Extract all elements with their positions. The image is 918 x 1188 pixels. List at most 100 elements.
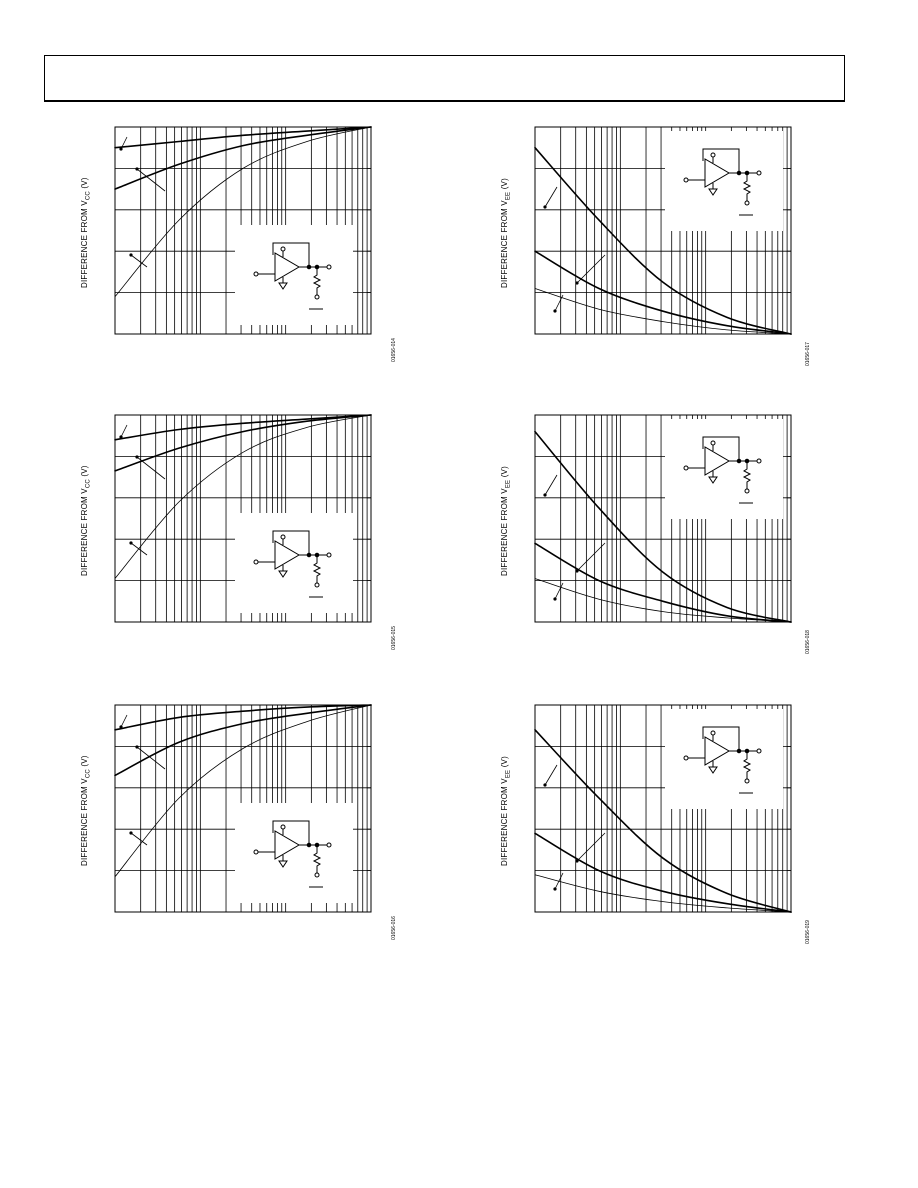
chart-svg: [114, 704, 372, 913]
series-line-2: [114, 414, 372, 472]
ground-symbol: [278, 277, 288, 290]
pointer-arrow: [576, 254, 606, 284]
series-line-2: [114, 704, 372, 777]
load-terminal: [744, 778, 750, 784]
pointer-arrow-head: [119, 725, 123, 729]
input-terminal: [253, 849, 259, 855]
pointer-arrow-head: [553, 309, 557, 313]
pointer-arrow: [130, 542, 148, 556]
load-resistor: [312, 845, 322, 873]
series-line-3: [114, 704, 372, 878]
output-terminal: [326, 552, 332, 558]
load-terminal: [314, 582, 320, 588]
pointer-arrow: [136, 456, 166, 480]
pointer-arrow-head: [129, 831, 133, 835]
output-terminal: [756, 458, 762, 464]
input-terminal: [253, 559, 259, 565]
load-resistor: [312, 555, 322, 583]
op-amp-circuit-icon: [253, 242, 332, 310]
series-line-2: [534, 832, 792, 913]
supply-terminal: [710, 152, 716, 158]
junction-dot: [736, 170, 742, 176]
chart-svg: [534, 414, 792, 623]
junction-dot: [306, 552, 312, 558]
inset-area: [235, 225, 353, 325]
inset-area: [235, 513, 353, 613]
load-terminal: [314, 294, 320, 300]
pointer-arrow-head: [553, 597, 557, 601]
pointer-arrow-head: [119, 147, 123, 151]
pointer-arrow: [120, 714, 128, 728]
output-terminal: [756, 748, 762, 754]
pointer-arrow-head: [553, 887, 557, 891]
output-terminal: [326, 264, 332, 270]
op-amp-circuit-icon: [253, 820, 332, 888]
plot-frame: [114, 704, 372, 913]
supply-terminal: [280, 824, 286, 830]
series-line-3: [114, 414, 372, 579]
pointer-arrow-head: [575, 859, 579, 863]
inset-area: [665, 419, 783, 519]
plot-frame: [114, 414, 372, 623]
chart-panel-vcc-1: DIFFERENCE FROM VCC (V) 01656-014: [60, 110, 397, 410]
series-line-1: [534, 430, 792, 623]
pointer-arrow: [130, 832, 148, 846]
load-resistor: [742, 173, 752, 201]
op-amp-symbol: [704, 158, 730, 188]
pointer-arrow: [130, 254, 148, 268]
figure-code: 01656-019: [805, 920, 811, 944]
load-terminal: [744, 488, 750, 494]
op-amp-circuit-icon: [683, 436, 762, 504]
pointer-arrow-head: [135, 745, 139, 749]
supply-terminal: [280, 534, 286, 540]
op-amp-circuit-icon: [253, 530, 332, 598]
series-line-3: [534, 578, 792, 623]
series-line-1: [114, 414, 372, 441]
junction-dot: [736, 748, 742, 754]
output-terminal: [756, 170, 762, 176]
pointer-arrow-head: [575, 281, 579, 285]
junction-dot: [306, 842, 312, 848]
page-header-box: [44, 55, 845, 102]
load-resistor: [312, 267, 322, 295]
series-line-1: [534, 146, 792, 335]
chart-svg: [114, 126, 372, 335]
input-terminal: [253, 271, 259, 277]
pointer-arrow-head: [129, 253, 133, 257]
pointer-arrow-head: [119, 435, 123, 439]
pointer-arrow-head: [135, 167, 139, 171]
figure-code: 01656-015: [391, 626, 397, 650]
junction-dot: [736, 458, 742, 464]
series-line-2: [534, 542, 792, 623]
chart-panel-vee-3: DIFFERENCE FROM VEE (V) 01656-019: [480, 688, 811, 988]
input-terminal: [683, 465, 689, 471]
op-amp-symbol: [704, 446, 730, 476]
supply-terminal: [710, 730, 716, 736]
pointer-arrow: [576, 542, 606, 572]
series-line-3: [114, 126, 372, 298]
output-terminal: [326, 842, 332, 848]
chart-panel-vee-2: DIFFERENCE FROM VEE (V) 01656-018: [480, 398, 811, 698]
figure-code: 01656-016: [391, 916, 397, 940]
inset-area: [665, 131, 783, 231]
chart-panel-vcc-2: DIFFERENCE FROM VCC (V) 01656-015: [60, 398, 397, 698]
load-resistor: [742, 751, 752, 779]
ground-symbol: [708, 471, 718, 484]
pointer-arrow-head: [543, 205, 547, 209]
supply-terminal: [710, 440, 716, 446]
junction-dot: [306, 264, 312, 270]
pointer-arrow-head: [543, 783, 547, 787]
series-line-2: [114, 126, 372, 190]
op-amp-circuit-icon: [683, 148, 762, 216]
pointer-arrow-head: [135, 455, 139, 459]
pointer-arrow-head: [129, 541, 133, 545]
load-terminal: [744, 200, 750, 206]
load-resistor: [742, 461, 752, 489]
figure-code: 01656-014: [391, 338, 397, 362]
ground-symbol: [278, 565, 288, 578]
feedback-wire: [272, 242, 310, 267]
plot-frame: [534, 126, 792, 335]
pointer-arrow: [544, 186, 558, 208]
pointer-arrow: [554, 872, 564, 890]
series-line-2: [534, 250, 792, 335]
